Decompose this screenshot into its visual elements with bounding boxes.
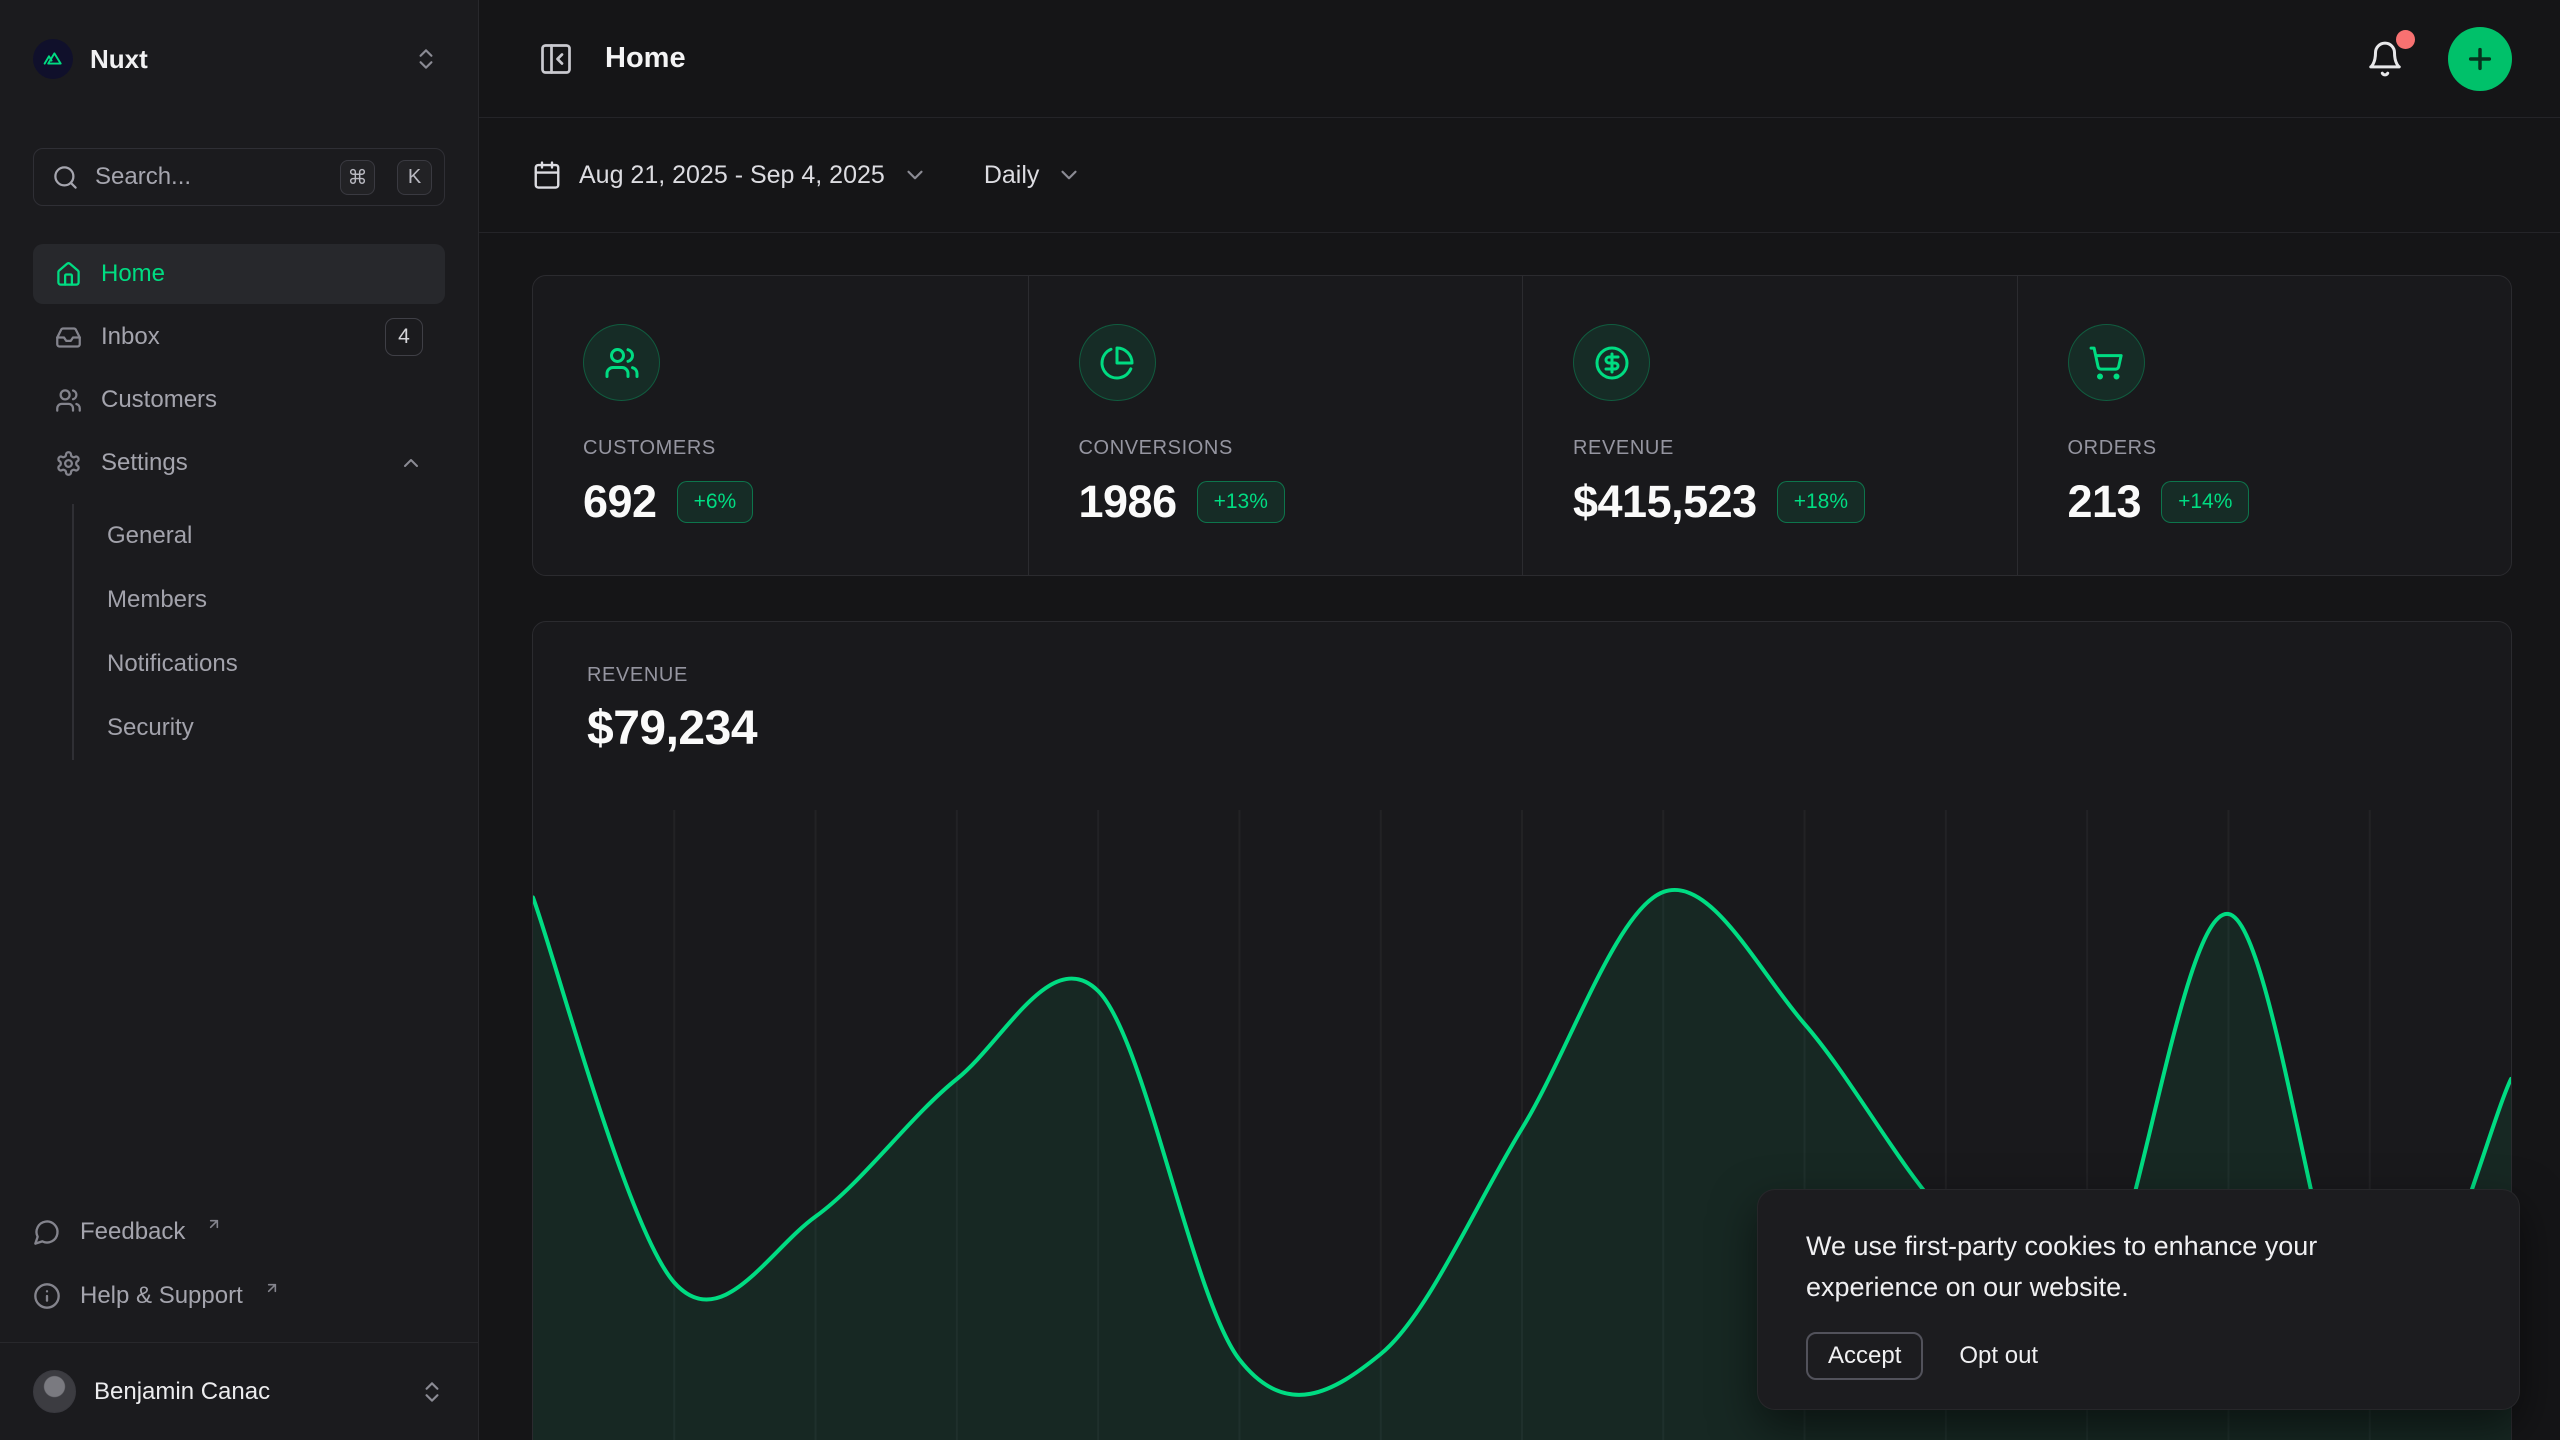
revenue-card-value: $79,234 <box>587 701 2511 756</box>
stat-label: ORDERS <box>2068 437 2512 460</box>
stat-value: $415,523 <box>1573 476 1757 528</box>
notification-dot <box>2396 30 2415 49</box>
chevron-up-icon <box>399 451 423 475</box>
notifications-button[interactable] <box>2360 34 2410 84</box>
stat-change-badge: +18% <box>1777 481 1865 523</box>
stat-label: REVENUE <box>1573 437 2017 460</box>
cookie-banner: We use first-party cookies to enhance yo… <box>1757 1189 2520 1410</box>
external-link-icon <box>264 1280 280 1296</box>
workspace-select-chevrons-icon[interactable] <box>407 40 445 78</box>
sidebar-item-inbox[interactable]: Inbox 4 <box>33 307 445 367</box>
sidebar-footer-links: Feedback Help & Support <box>0 1200 478 1342</box>
user-menu[interactable]: Benjamin Canac <box>0 1342 478 1440</box>
stat-value: 213 <box>2068 476 2142 528</box>
granularity-label: Daily <box>984 161 1040 190</box>
panel-left-close-icon <box>538 41 574 77</box>
sidebar-item-customers[interactable]: Customers <box>33 370 445 430</box>
inbox-icon <box>55 324 82 351</box>
stat-label: CUSTOMERS <box>583 437 1028 460</box>
stat-card-conversions[interactable]: CONVERSIONS 1986 +13% <box>1028 276 1523 575</box>
stat-change-badge: +13% <box>1197 481 1285 523</box>
settings-sub-list: General Members Notifications Security <box>72 504 478 760</box>
sidebar-item-label: Settings <box>101 449 188 477</box>
date-range-label: Aug 21, 2025 - Sep 4, 2025 <box>579 161 885 190</box>
sidebar-nav: Home Inbox 4 Customers Settings Genera <box>0 244 478 760</box>
collapse-sidebar-button[interactable] <box>532 35 580 83</box>
avatar <box>33 1370 76 1413</box>
sidebar-item-notifications[interactable]: Notifications <box>74 632 478 696</box>
shopping-cart-icon <box>2068 324 2145 401</box>
filters-toolbar: Aug 21, 2025 - Sep 4, 2025 Daily <box>479 118 2560 233</box>
info-circle-icon <box>33 1282 61 1310</box>
plus-icon <box>2464 43 2496 75</box>
optout-cookies-button[interactable]: Opt out <box>1959 1342 2038 1370</box>
external-link-icon <box>206 1216 222 1232</box>
cookie-message: We use first-party cookies to enhance yo… <box>1806 1226 2416 1308</box>
user-select-chevrons-icon <box>419 1379 445 1405</box>
feedback-label: Feedback <box>80 1218 185 1246</box>
team-switcher[interactable]: Nuxt <box>0 0 478 118</box>
sidebar-item-security[interactable]: Security <box>74 696 478 760</box>
feedback-link[interactable]: Feedback <box>33 1200 445 1264</box>
stat-change-badge: +14% <box>2161 481 2249 523</box>
calendar-icon <box>532 160 562 190</box>
house-icon <box>55 261 82 288</box>
users-icon <box>55 387 82 414</box>
stat-label: CONVERSIONS <box>1079 437 1523 460</box>
chevron-down-icon <box>902 162 928 188</box>
date-range-picker[interactable]: Aug 21, 2025 - Sep 4, 2025 <box>532 160 928 190</box>
page-title: Home <box>605 42 686 75</box>
stat-value: 692 <box>583 476 657 528</box>
add-button[interactable] <box>2448 27 2512 91</box>
accept-cookies-button[interactable]: Accept <box>1806 1332 1923 1380</box>
sidebar-item-label: Inbox <box>101 323 160 351</box>
inbox-count-badge: 4 <box>385 318 423 356</box>
search-input[interactable]: Search... ⌘ K <box>33 148 445 206</box>
sidebar: Nuxt Search... ⌘ K Home Inbox 4 <box>0 0 479 1440</box>
users-icon <box>583 324 660 401</box>
sidebar-item-label: Home <box>101 260 165 288</box>
nuxt-logo-icon <box>33 39 73 79</box>
granularity-select[interactable]: Daily <box>984 161 1083 190</box>
dollar-circle-icon <box>1573 324 1650 401</box>
sidebar-item-home[interactable]: Home <box>33 244 445 304</box>
stat-card-revenue[interactable]: REVENUE $415,523 +18% <box>1522 276 2017 575</box>
pie-chart-icon <box>1079 324 1156 401</box>
workspace-name: Nuxt <box>90 44 148 75</box>
stat-card-customers[interactable]: CUSTOMERS 692 +6% <box>533 276 1028 575</box>
help-support-link[interactable]: Help & Support <box>33 1264 445 1328</box>
sidebar-item-label: Customers <box>101 386 217 414</box>
sidebar-item-members[interactable]: Members <box>74 568 478 632</box>
kbd-cmd: ⌘ <box>340 160 375 195</box>
user-name: Benjamin Canac <box>94 1378 270 1406</box>
stat-change-badge: +6% <box>677 481 754 523</box>
help-support-label: Help & Support <box>80 1282 243 1310</box>
search-icon <box>52 164 79 191</box>
sidebar-item-general[interactable]: General <box>74 504 478 568</box>
stat-card-orders[interactable]: ORDERS 213 +14% <box>2017 276 2512 575</box>
kbd-k: K <box>397 160 432 195</box>
stat-value: 1986 <box>1079 476 1177 528</box>
chevron-down-icon <box>1056 162 1082 188</box>
stats-row: CUSTOMERS 692 +6% CONVERSIONS 1986 +13% <box>532 275 2512 576</box>
chat-bubble-icon <box>33 1218 61 1246</box>
sidebar-item-settings[interactable]: Settings <box>33 433 445 493</box>
search-placeholder: Search... <box>95 163 324 191</box>
top-header: Home <box>479 0 2560 118</box>
revenue-card-label: REVENUE <box>587 664 2511 687</box>
gear-icon <box>55 450 82 477</box>
